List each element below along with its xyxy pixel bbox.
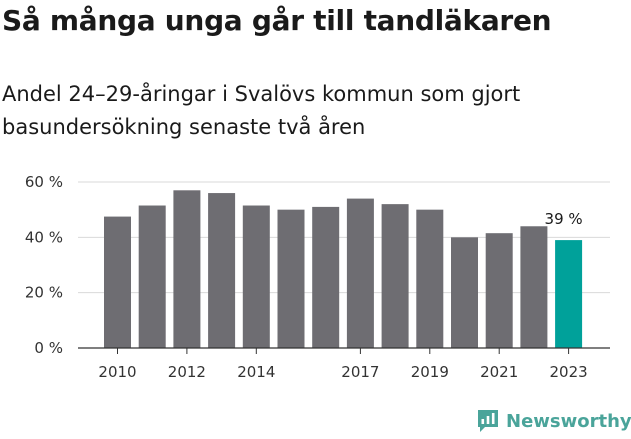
chart-title: Så många unga går till tandläkaren (2, 4, 552, 37)
bar (138, 205, 166, 348)
bar (277, 209, 305, 348)
x-tick-label: 2021 (480, 363, 518, 381)
bar (346, 198, 374, 348)
bar (173, 190, 201, 348)
bar (451, 237, 478, 348)
bar (242, 205, 270, 348)
x-tick-label: 2014 (237, 363, 275, 381)
bar (381, 204, 409, 348)
y-axis-ticks: 0 % 20 % 40 % 60 % (25, 173, 63, 357)
y-tick-label: 0 % (34, 339, 63, 357)
x-tick-label: 2019 (411, 363, 449, 381)
bar (104, 216, 131, 348)
chart-bubble-icon (478, 410, 498, 432)
y-tick-label: 60 % (25, 173, 63, 191)
bar (208, 193, 236, 348)
x-tick-label: 2010 (98, 363, 136, 381)
newsworthy-logo: Newsworthy (476, 408, 631, 434)
logo-text: Newsworthy (506, 410, 631, 432)
bar-chart: 0 % 20 % 40 % 60 % 2010 2012 2014 2017 2019 2021… (25, 173, 610, 381)
bar (416, 209, 444, 348)
bar (485, 233, 513, 348)
chart-subtitle: Andel 24–29-åringar i Svalövs kommun som… (2, 82, 521, 139)
bars (104, 190, 583, 348)
x-tick-label: 2023 (550, 363, 588, 381)
x-tick-label: 2012 (168, 363, 206, 381)
bar-highlight (555, 240, 583, 348)
bar (520, 226, 548, 348)
data-labels: 39 % (545, 210, 583, 228)
y-tick-label: 40 % (25, 228, 63, 246)
bar (312, 206, 340, 348)
x-tick-label: 2017 (341, 363, 379, 381)
y-tick-label: 20 % (25, 284, 63, 302)
data-label: 39 % (545, 210, 583, 228)
x-axis-ticks: 2010 2012 2014 2017 2019 2021 2023 (98, 348, 588, 381)
